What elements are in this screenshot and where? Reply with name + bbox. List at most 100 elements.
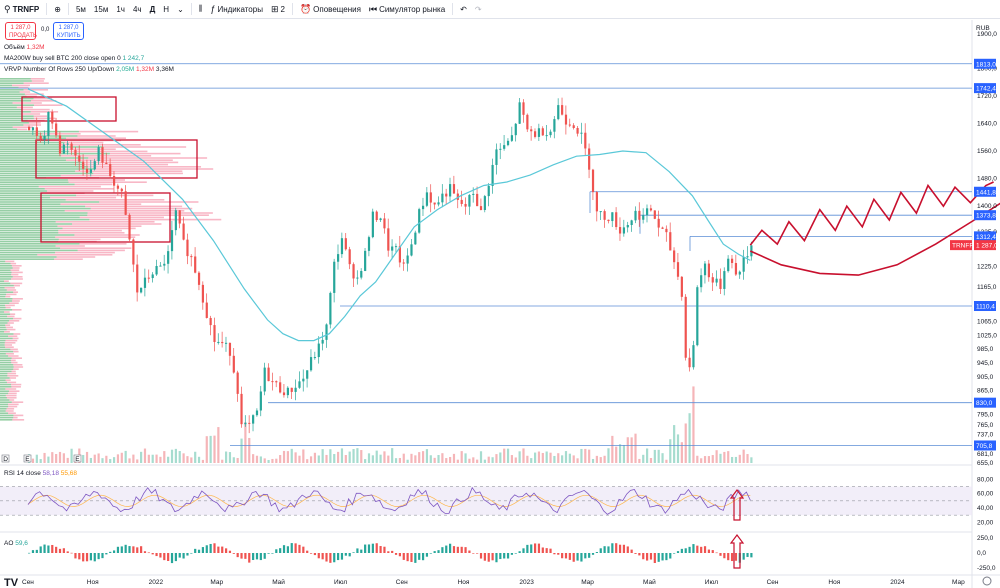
sell-button[interactable]: 1 287,0 ПРОДАТЬ: [5, 22, 37, 40]
candle-body: [491, 164, 494, 186]
candle-body: [503, 145, 506, 149]
ao-histogram-bar: [101, 553, 104, 559]
interval-1h[interactable]: 1ч: [116, 4, 125, 14]
ao-histogram-bar: [43, 544, 46, 553]
candle-body: [611, 212, 614, 222]
buy-button[interactable]: 1 287,0 КУПИТЬ: [53, 22, 84, 40]
interval-5m[interactable]: 5м: [75, 4, 86, 14]
interval-dropdown[interactable]: ⌄: [173, 0, 188, 18]
forecast-zigzag-path[interactable]: [749, 181, 994, 246]
candle-body: [418, 209, 421, 233]
ma-legend[interactable]: MA200W buy sell BTC 200 close open 0 1 2…: [4, 55, 144, 62]
volume-profile-down: [85, 205, 183, 208]
volume-bar: [719, 453, 722, 463]
volume-profile-down: [13, 291, 18, 293]
volume-profile-down: [87, 212, 213, 214]
ao-histogram-bar: [163, 553, 166, 561]
alerts-button[interactable]: ⏰ Оповещения: [296, 0, 365, 18]
zone-rectangle[interactable]: [21, 96, 117, 122]
ma200w-line[interactable]: [27, 88, 751, 342]
volume-bar: [309, 456, 313, 463]
candle-body: [738, 271, 741, 275]
vrvp-legend[interactable]: VRVP Number Of Rows 250 Up/Down 2,05M 1,…: [4, 66, 174, 73]
rsi-line[interactable]: [27, 486, 751, 515]
ao-histogram-bar: [294, 543, 297, 553]
volume-bar: [186, 456, 189, 463]
settings-gear-icon[interactable]: [982, 576, 992, 586]
volume-profile-down: [55, 221, 155, 223]
volume-bar: [576, 458, 579, 463]
forecast-curve-path[interactable]: [749, 202, 1000, 276]
price-axis-tick: 765,0: [977, 422, 994, 429]
volume-bar: [564, 451, 568, 463]
volume-profile-up: [0, 337, 13, 340]
indicators-button[interactable]: ƒ Индикаторы: [206, 0, 267, 18]
volume-bar: [506, 448, 510, 463]
volume-bar: [618, 444, 622, 463]
ao-histogram-bar: [290, 543, 293, 553]
volume-profile-down: [37, 254, 113, 256]
interval-15m[interactable]: 15м: [93, 4, 109, 14]
volume-profile-up: [0, 311, 5, 313]
zone-rectangle[interactable]: [35, 139, 198, 179]
candle-body: [306, 370, 309, 379]
candle-body: [533, 131, 537, 137]
volume-profile-up: [0, 249, 78, 252]
compare-button[interactable]: ⊕: [50, 0, 65, 18]
ao-histogram-bar: [611, 543, 614, 553]
chart-type-button[interactable]: ⫼: [195, 0, 207, 18]
rsi-legend[interactable]: RSI 14 close 58,18 55,68: [4, 470, 77, 477]
ao-legend[interactable]: AO 59,6: [4, 540, 28, 547]
volume-profile-up: [0, 287, 5, 289]
time-axis-label: Июл: [705, 579, 718, 586]
zone-rectangle[interactable]: [40, 192, 171, 243]
interval-4h[interactable]: 4ч: [132, 4, 142, 14]
dividend-marker[interactable]: [1, 454, 10, 463]
ao-histogram-bar: [186, 553, 189, 556]
volume-profile-down: [58, 238, 101, 241]
candle-body: [58, 135, 62, 154]
interval-week[interactable]: Н: [163, 4, 170, 14]
volume-profile-down: [68, 181, 147, 183]
ao-histogram-bar: [174, 553, 177, 562]
undo-button[interactable]: ↶: [456, 0, 471, 18]
up-arrow-drawing[interactable]: [729, 489, 745, 521]
volume-bar: [418, 452, 421, 463]
interval-day[interactable]: Д: [149, 4, 156, 14]
time-axis-label: Сен: [767, 579, 779, 586]
candle-body: [201, 284, 205, 303]
volume-legend[interactable]: Объём 1,32M: [4, 44, 45, 51]
candle-body: [116, 185, 120, 189]
volume-bar: [321, 449, 324, 463]
volume-profile-up: [0, 225, 58, 227]
earnings-marker[interactable]: [23, 454, 32, 463]
redo-icon: ↷: [474, 4, 482, 14]
volume-bar: [329, 449, 332, 463]
candle-body: [564, 114, 568, 125]
ao-histogram-bar: [151, 553, 154, 555]
volume-profile-down: [78, 130, 139, 133]
ao-histogram-bar: [147, 552, 150, 554]
candle-body: [607, 219, 610, 222]
layouts-button[interactable]: ⊞ 2: [267, 0, 289, 18]
candle-body: [464, 203, 467, 207]
ao-histogram-bar: [441, 547, 444, 553]
price-axis-tick: 1720,0: [977, 93, 997, 100]
volume-profile-down: [8, 355, 19, 357]
volume-profile-up: [0, 144, 61, 146]
volume-profile-down: [10, 359, 16, 362]
volume-profile-down: [6, 397, 17, 399]
volume-profile-down: [11, 361, 18, 364]
redo-button[interactable]: ↷: [471, 0, 486, 18]
earnings-marker[interactable]: [73, 454, 82, 463]
volume-profile-down: [16, 106, 33, 109]
up-arrow-drawing[interactable]: [729, 534, 745, 569]
replay-button[interactable]: ⏮ Симулятор рынка: [365, 0, 449, 18]
volume-profile-up: [0, 155, 62, 157]
symbol-search[interactable]: ⚲ TRNFP: [0, 0, 43, 18]
volume-profile-up: [0, 350, 14, 353]
rsi-signal-line[interactable]: [27, 494, 751, 507]
candle-body: [572, 125, 575, 129]
ma-name: MA200W buy sell BTC 200 close open 0: [4, 55, 121, 62]
